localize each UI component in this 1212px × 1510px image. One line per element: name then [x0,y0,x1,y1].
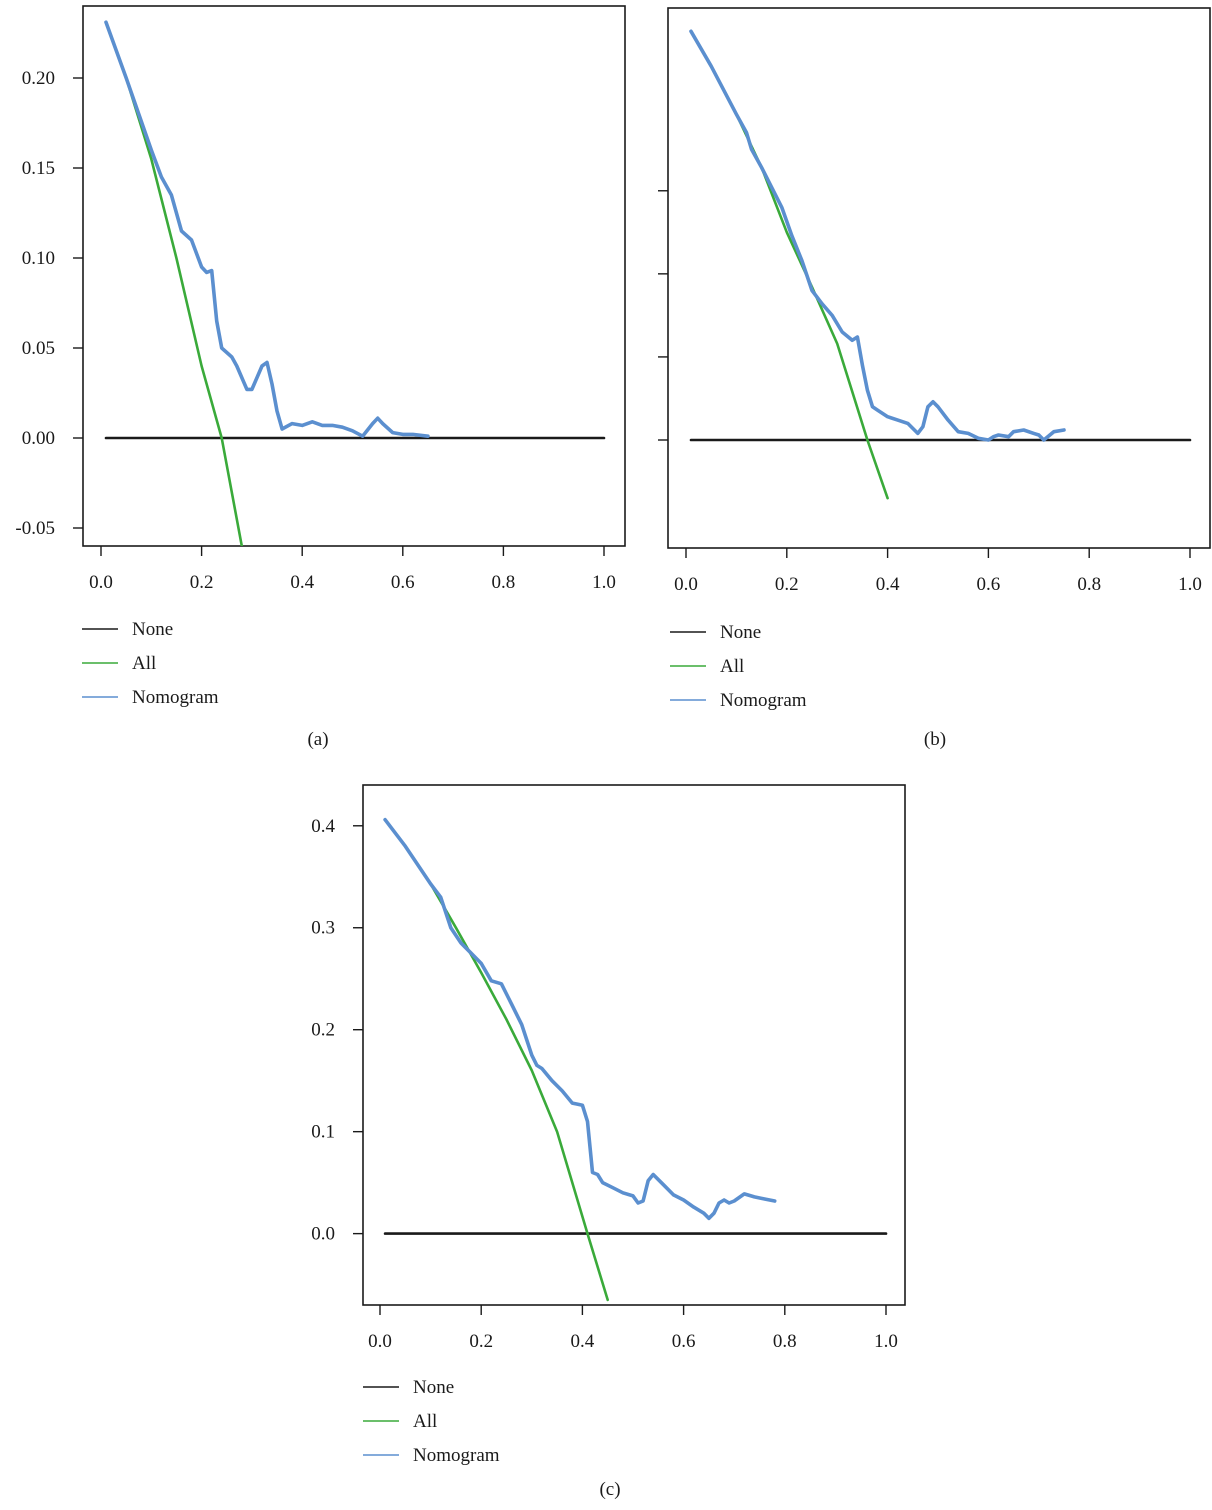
x-tick-label: 0.4 [876,574,900,595]
y-tick-label: 0.10 [22,248,55,269]
legend-label-all: All [413,1411,437,1432]
panel-label: (a) [307,729,328,750]
y-tick-label: 0.0 [311,1224,335,1245]
legend-label-none: None [413,1377,454,1398]
plot-frame [667,7,1211,549]
x-tick-label: 0.4 [290,572,314,593]
x-tick-label: 0.0 [368,1331,392,1352]
series-line-all [104,20,244,546]
x-tick-label: 0.4 [571,1331,595,1352]
panel-label: (c) [599,1479,620,1500]
x-tick-label: 0.2 [775,574,799,595]
legend-label-nomogram: Nomogram [720,690,807,711]
legend-label-all: All [720,656,744,677]
legend-label-all: All [132,653,156,674]
panel-label: (b) [924,729,946,750]
x-tick-label: 0.6 [391,572,415,593]
legend-label-none: None [720,622,761,643]
x-tick-label: 1.0 [592,572,616,593]
plot-frame [82,5,626,547]
panel-c: 0.0 0.2 0.4 0.6 0.8 1.0 0.0 0.1 0.2 0.3 0.4 None All… [290,760,930,1505]
x-tick-label: 0.2 [469,1331,493,1352]
x-tick-label: 0.6 [672,1331,696,1352]
panel-b: 0.0 0.2 0.4 0.6 0.8 1.0 None All Nomogram (b) [640,0,1212,760]
y-tick-label: 0.00 [22,428,55,449]
panel-a: 0.0 0.2 0.4 0.6 0.8 1.0 -0.05 0.00 0.05 0.10 0.15 0… [0,0,640,760]
y-tick-label: 0.1 [311,1122,335,1143]
legend-label-nomogram: Nomogram [413,1445,500,1466]
y-tick-label: 0.4 [311,816,335,837]
series-line-all [383,818,610,1302]
x-tick-label: 0.8 [1077,574,1101,595]
chart-c: 0.0 0.2 0.4 0.6 0.8 1.0 0.0 0.1 0.2 0.3 0.4 None All… [311,784,906,1500]
series-line-nomogram [689,29,1066,442]
chart-a: 0.0 0.2 0.4 0.6 0.8 1.0 -0.05 0.00 0.05 0.10 0.15 0… [15,5,626,750]
x-tick-label: 0.6 [977,574,1001,595]
series-group [689,29,1192,500]
x-tick-label: 1.0 [874,1331,898,1352]
x-tick-label: 0.2 [190,572,214,593]
series-group [104,20,606,546]
x-tick-label: 0.8 [492,572,516,593]
y-tick-label: 0.3 [311,918,335,939]
x-tick-label: 0.0 [89,572,113,593]
series-group [383,817,888,1302]
y-tick-label: 0.20 [22,68,55,89]
x-tick-label: 0.8 [773,1331,797,1352]
chart-b: 0.0 0.2 0.4 0.6 0.8 1.0 None All Nomogram (b) [658,7,1211,750]
legend-label-none: None [132,619,173,640]
x-tick-label: 1.0 [1178,574,1202,595]
y-tick-label: 0.15 [22,158,55,179]
y-tick-label: 0.2 [311,1020,335,1041]
y-tick-label: 0.05 [22,338,55,359]
legend-label-nomogram: Nomogram [132,687,219,708]
plot-frame [362,784,906,1306]
y-tick-label: -0.05 [15,518,55,539]
series-line-nomogram [383,817,777,1221]
x-tick-label: 0.0 [674,574,698,595]
series-line-all [689,29,889,500]
series-line-nomogram [104,20,430,439]
